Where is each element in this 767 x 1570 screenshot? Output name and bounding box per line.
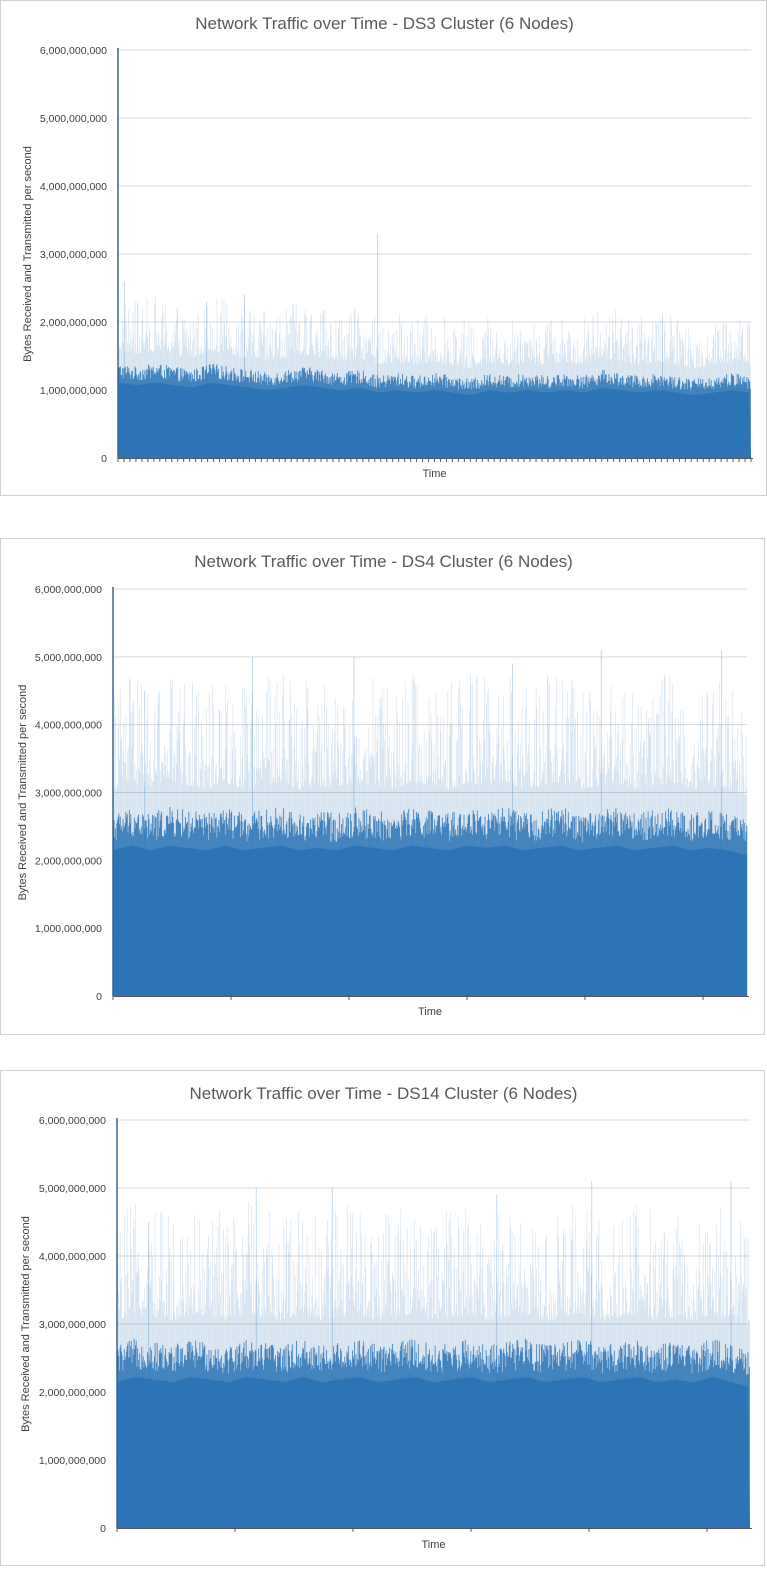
y-tick-label: 3,000,000,000 xyxy=(39,1319,106,1331)
y-tick-label: 0 xyxy=(101,453,107,465)
chart-ds4: Network Traffic over Time - DS4 Cluster … xyxy=(17,552,749,1018)
chart-title: Network Traffic over Time - DS3 Cluster … xyxy=(195,14,574,33)
chart-title: Network Traffic over Time - DS4 Cluster … xyxy=(194,552,573,571)
y-tick-label: 4,000,000,000 xyxy=(39,1251,106,1263)
y-tick-label: 2,000,000,000 xyxy=(39,1387,106,1399)
y-tick-label: 5,000,000,000 xyxy=(40,113,107,125)
y-axis-title: Bytes Received and Transmitted per secon… xyxy=(22,146,34,362)
y-tick-label: 1,000,000,000 xyxy=(39,1455,106,1467)
x-axis-title: Time xyxy=(422,468,446,480)
y-tick-label: 6,000,000,000 xyxy=(39,1115,106,1127)
chart-panel-ds14: Network Traffic over Time - DS14 Cluster… xyxy=(0,1070,765,1566)
y-tick-label: 6,000,000,000 xyxy=(35,584,102,596)
y-tick-label: 4,000,000,000 xyxy=(35,720,102,732)
y-tick-label: 2,000,000,000 xyxy=(35,855,102,867)
y-tick-label: 3,000,000,000 xyxy=(40,249,107,261)
series-area xyxy=(117,1181,750,1528)
series-area xyxy=(118,233,751,458)
y-tick-label: 1,000,000,000 xyxy=(40,385,107,397)
chart-title: Network Traffic over Time - DS14 Cluster… xyxy=(190,1084,578,1103)
chart-panel-ds4: Network Traffic over Time - DS4 Cluster … xyxy=(0,538,765,1035)
y-tick-label: 6,000,000,000 xyxy=(40,45,107,57)
y-tick-label: 5,000,000,000 xyxy=(39,1183,106,1195)
y-tick-label: 3,000,000,000 xyxy=(35,788,102,800)
x-axis-title: Time xyxy=(418,1006,442,1018)
y-tick-label: 4,000,000,000 xyxy=(40,181,107,193)
y-tick-label: 2,000,000,000 xyxy=(40,317,107,329)
y-tick-label: 0 xyxy=(96,991,102,1003)
chart-ds3: Network Traffic over Time - DS3 Cluster … xyxy=(22,14,753,480)
y-tick-label: 0 xyxy=(100,1523,106,1535)
series-area xyxy=(113,650,748,996)
y-tick-label: 5,000,000,000 xyxy=(35,652,102,664)
chart-ds14: Network Traffic over Time - DS14 Cluster… xyxy=(20,1084,752,1551)
chart-panel-ds3: Network Traffic over Time - DS3 Cluster … xyxy=(0,0,767,496)
y-axis-title: Bytes Received and Transmitted per secon… xyxy=(17,685,29,901)
y-tick-label: 1,000,000,000 xyxy=(35,923,102,935)
